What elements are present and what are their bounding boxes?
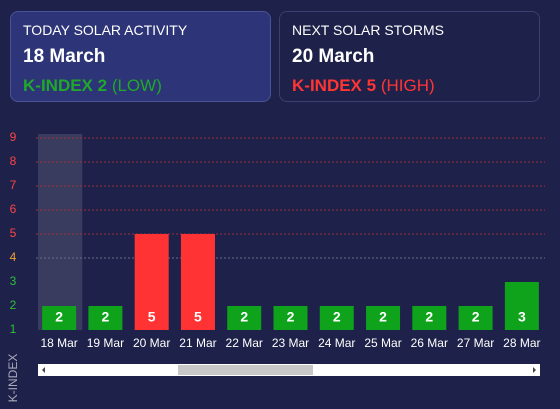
y-tick-label: 8 <box>10 154 17 168</box>
x-tick-label: 26 Mar <box>411 336 448 350</box>
y-tick-label: 3 <box>10 274 17 288</box>
scroll-left[interactable] <box>42 367 45 373</box>
kindex: K-INDEX 5 <box>292 76 377 95</box>
kindex: K-INDEX 2 <box>23 76 108 95</box>
y-tick-label: 2 <box>10 298 17 312</box>
card-kindex: K-INDEX 2 (LOW) <box>23 76 258 96</box>
bar <box>319 306 354 330</box>
card-title: TODAY SOLAR ACTIVITY <box>23 22 188 38</box>
x-tick-label: 19 Mar <box>87 336 124 350</box>
y-tick-label: 6 <box>10 202 17 216</box>
bar-value-label: 2 <box>379 309 387 325</box>
y-tick-label: 9 <box>10 130 17 144</box>
bar-value-label: 2 <box>472 309 480 325</box>
card-date: 20 March <box>292 46 375 67</box>
bar <box>42 306 77 330</box>
bar-value-label: 2 <box>240 309 248 325</box>
bar <box>504 282 539 330</box>
bar <box>88 306 123 330</box>
scroll-thumb[interactable] <box>178 365 313 375</box>
y-tick-label: 4 <box>10 250 17 264</box>
x-tick-label: 25 Mar <box>364 336 401 350</box>
card-date: 18 March <box>23 46 106 67</box>
bar <box>227 306 262 330</box>
x-tick-label: 21 Mar <box>179 336 216 350</box>
bar <box>412 306 447 330</box>
bar-value-label: 2 <box>425 309 433 325</box>
bar-value-label: 3 <box>518 309 526 325</box>
bar-value-label: 2 <box>287 309 295 325</box>
x-tick-label: 18 Mar <box>40 336 77 350</box>
level: (LOW) <box>111 76 162 95</box>
x-tick-label: 22 Mar <box>226 336 263 350</box>
card-kindex: K-INDEX 5 (HIGH) <box>292 76 527 96</box>
bar-value-label: 2 <box>55 309 63 325</box>
next-card: NEXT SOLAR STORMS 20 March K-INDEX 5 (HI… <box>279 11 540 102</box>
x-tick-label: 27 Mar <box>457 336 494 350</box>
bar <box>366 306 401 330</box>
bar-value-label: 2 <box>102 309 110 325</box>
card-title: NEXT SOLAR STORMS <box>292 22 444 38</box>
y-tick-label: 5 <box>10 226 17 240</box>
bar <box>134 234 169 330</box>
bar-value-label: 5 <box>148 309 156 325</box>
scroll-right[interactable] <box>533 367 536 373</box>
x-tick-label: 23 Mar <box>272 336 309 350</box>
y-axis-label: K-INDEX <box>6 354 20 403</box>
bar <box>180 234 215 330</box>
highlight-column <box>38 134 83 330</box>
bar-value-label: 5 <box>194 309 202 325</box>
bar <box>458 306 493 330</box>
x-tick-label: 28 Mar <box>503 336 540 350</box>
today-card: TODAY SOLAR ACTIVITY 18 March K-INDEX 2 … <box>10 11 271 102</box>
x-tick-label: 24 Mar <box>318 336 355 350</box>
x-tick-label: 20 Mar <box>133 336 170 350</box>
bar <box>273 306 308 330</box>
level: (HIGH) <box>380 76 435 95</box>
y-tick-label: 1 <box>10 322 17 336</box>
y-tick-label: 7 <box>10 178 17 192</box>
bar-value-label: 2 <box>333 309 341 325</box>
